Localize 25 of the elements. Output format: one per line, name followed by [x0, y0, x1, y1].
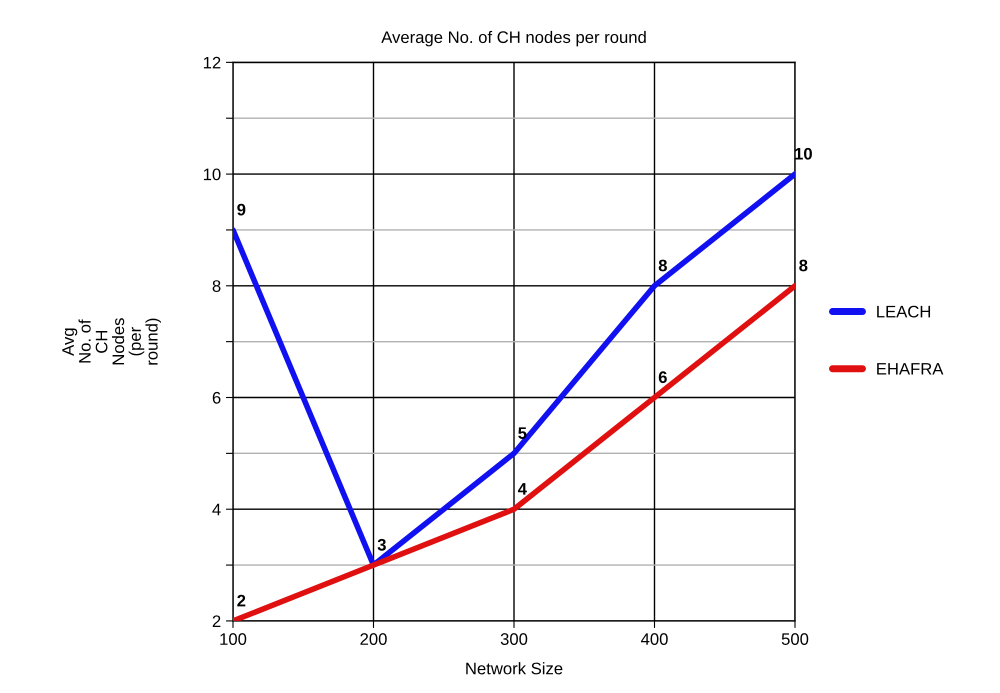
- chart-title: Average No. of CH nodes per round: [381, 30, 646, 46]
- x-tick-label: 200: [360, 633, 387, 645]
- data-label: 8: [658, 260, 667, 272]
- data-label: 10: [795, 148, 812, 160]
- y-tick-label: 4: [212, 504, 221, 516]
- data-label: 4: [518, 483, 527, 495]
- data-label: 8: [799, 260, 808, 272]
- data-label: 6: [658, 371, 667, 384]
- data-label: 9: [237, 204, 246, 216]
- data-label: 3: [378, 538, 386, 551]
- y-tick-label: 10: [204, 168, 221, 180]
- legend-label: LEACH: [877, 306, 930, 318]
- y-tick-label: 8: [212, 280, 220, 292]
- x-tick-label: 500: [782, 633, 808, 645]
- data-label: 5: [518, 427, 527, 439]
- y-tick-label: 12: [204, 56, 220, 68]
- y-axis-title: Avg No. of CH Nodes (per round): [62, 318, 161, 365]
- data-label: 2: [237, 594, 246, 606]
- x-axis-title: Network Size: [466, 662, 562, 674]
- legend-label: EHAFRA: [877, 363, 944, 375]
- y-tick-label: 2: [212, 615, 220, 627]
- x-tick-label: 400: [640, 633, 668, 645]
- x-tick-label: 300: [500, 633, 528, 645]
- x-tick-label: 100: [220, 633, 246, 645]
- y-tick-label: 6: [212, 392, 220, 404]
